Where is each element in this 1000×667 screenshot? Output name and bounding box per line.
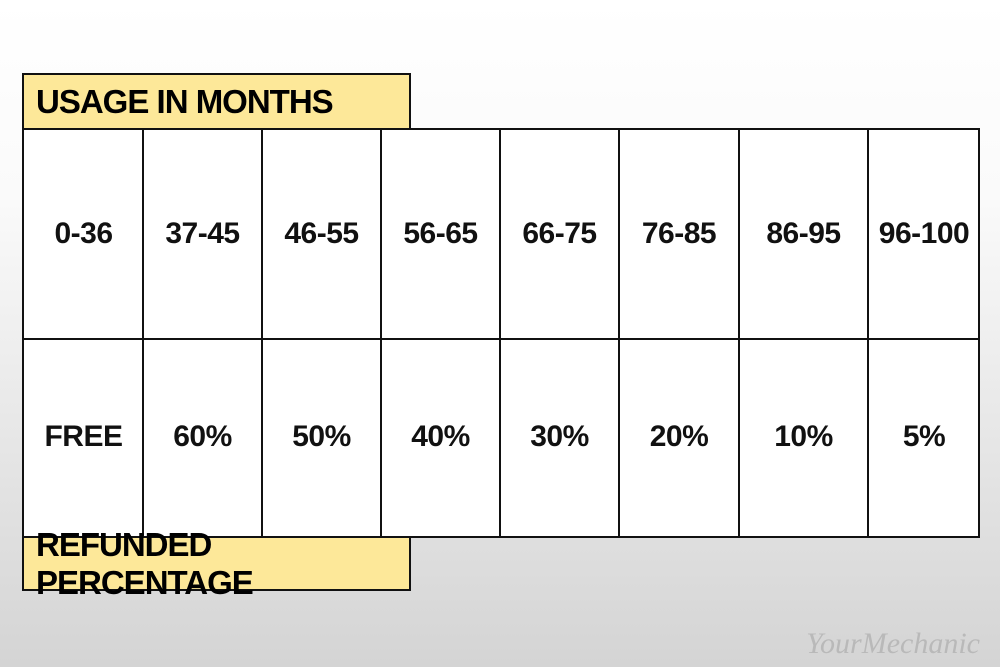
refund-value: FREE xyxy=(44,420,123,453)
refund-value: 60% xyxy=(173,420,232,453)
column-divider xyxy=(867,130,869,536)
header-label: USAGE IN MONTHS xyxy=(22,73,411,130)
refund-value: 40% xyxy=(411,420,470,453)
column-divider xyxy=(380,130,382,536)
usage-range: 56-65 xyxy=(403,217,478,250)
column-divider xyxy=(142,130,144,536)
refund-value: 20% xyxy=(649,420,709,453)
watermark: YourMechanic xyxy=(806,627,980,660)
usage-range: 66-75 xyxy=(522,217,597,250)
usage-range: 37-45 xyxy=(165,217,240,250)
refund-value: 5% xyxy=(902,420,946,453)
usage-range: 0-36 xyxy=(54,217,113,250)
usage-range: 76-85 xyxy=(641,217,717,250)
refund-value: 10% xyxy=(774,420,833,453)
column-divider xyxy=(499,130,501,536)
row-divider xyxy=(24,338,978,340)
usage-range: 86-95 xyxy=(766,217,841,250)
column-divider xyxy=(618,130,620,536)
usage-range: 46-55 xyxy=(284,217,359,250)
table: 0-36 37-45 46-55 56-65 66-75 76-85 86-95 96-100… xyxy=(22,128,980,538)
refund-value: 50% xyxy=(292,420,351,453)
refund-value: 30% xyxy=(530,420,589,453)
column-divider xyxy=(738,130,740,536)
usage-range: 96-100 xyxy=(878,217,970,250)
column-divider xyxy=(261,130,263,536)
footer-label: REFUNDED PERCENTAGE xyxy=(22,526,411,601)
